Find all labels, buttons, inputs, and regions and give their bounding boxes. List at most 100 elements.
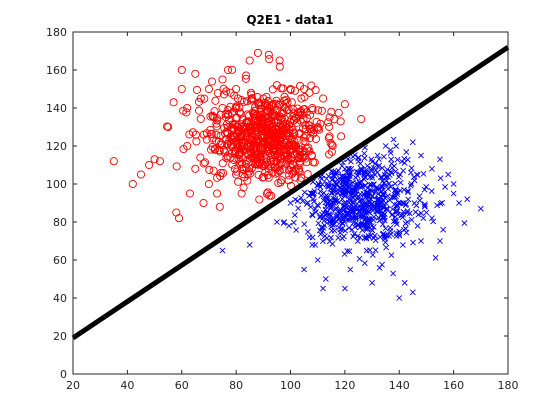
data-point-cross xyxy=(346,171,353,178)
data-point-circle xyxy=(263,160,273,169)
data-point-cross xyxy=(317,231,324,238)
data-point-circle xyxy=(269,112,278,121)
data-point-cross xyxy=(362,182,368,189)
data-point-circle xyxy=(297,173,306,182)
data-point-cross xyxy=(330,195,337,202)
data-point-cross xyxy=(371,213,377,220)
data-point-cross xyxy=(342,182,349,189)
data-point-cross xyxy=(328,212,335,219)
data-point-cross xyxy=(318,192,325,199)
data-point-cross xyxy=(287,200,294,206)
data-point-cross xyxy=(420,170,427,177)
data-point-cross xyxy=(328,189,335,196)
data-point-circle xyxy=(269,159,278,168)
data-point-cross xyxy=(439,199,445,206)
data-point-cross xyxy=(423,183,430,190)
data-point-cross xyxy=(317,184,324,191)
data-point-circle xyxy=(275,56,284,65)
data-point-cross xyxy=(437,156,443,163)
data-point-circle xyxy=(294,108,303,117)
data-point-cross xyxy=(375,156,382,163)
data-point-cross xyxy=(402,220,409,227)
data-point-cross xyxy=(356,255,363,262)
data-point-circle xyxy=(215,202,224,211)
data-point-cross xyxy=(315,220,322,227)
data-point-cross xyxy=(367,218,373,225)
data-point-circle xyxy=(238,115,247,124)
data-point-circle xyxy=(248,144,257,153)
data-point-circle xyxy=(223,65,233,75)
data-point-cross xyxy=(404,156,411,163)
data-point-cross xyxy=(375,200,382,206)
data-point-cross xyxy=(346,196,353,203)
data-point-circle xyxy=(302,108,311,117)
data-point-circle xyxy=(208,134,217,143)
data-point-circle xyxy=(235,149,245,158)
data-point-cross xyxy=(309,211,316,218)
data-point-circle xyxy=(150,155,159,164)
data-point-cross xyxy=(301,266,308,273)
data-point-cross xyxy=(334,214,341,221)
data-point-cross xyxy=(392,180,399,187)
data-point-cross xyxy=(328,168,335,175)
data-point-circle xyxy=(271,138,280,147)
data-point-circle xyxy=(155,157,165,166)
data-point-cross xyxy=(414,222,421,229)
data-point-cross xyxy=(369,279,376,286)
data-point-cross xyxy=(381,236,388,242)
data-point-circle xyxy=(191,164,200,173)
data-point-cross xyxy=(392,168,399,175)
data-point-circle xyxy=(236,159,245,168)
data-point-cross xyxy=(418,152,424,159)
data-point-cross xyxy=(409,289,416,296)
data-point-circle xyxy=(208,111,217,120)
data-point-cross xyxy=(437,200,444,207)
data-point-cross xyxy=(377,203,384,210)
data-point-cross xyxy=(327,183,334,190)
data-point-cross xyxy=(350,190,357,197)
y-tick-label: 120 xyxy=(46,140,67,153)
data-point-cross xyxy=(330,175,336,182)
data-point-cross xyxy=(298,194,304,201)
data-point-cross xyxy=(326,238,333,245)
data-point-cross xyxy=(407,182,414,189)
data-point-circle xyxy=(258,173,267,182)
data-point-cross xyxy=(359,219,366,226)
data-point-cross xyxy=(346,224,353,231)
data-point-cross xyxy=(357,198,363,205)
data-point-cross xyxy=(361,260,368,267)
data-point-cross xyxy=(328,234,334,241)
data-point-circle xyxy=(196,114,205,123)
data-point-cross xyxy=(428,215,435,222)
data-point-cross xyxy=(339,225,346,232)
data-point-cross xyxy=(423,209,430,216)
data-point-circle xyxy=(290,86,300,95)
data-point-circle xyxy=(219,90,229,99)
data-point-cross xyxy=(392,193,399,200)
data-point-cross xyxy=(374,152,381,159)
data-point-cross xyxy=(325,183,332,190)
data-point-cross xyxy=(391,201,398,208)
data-point-circle xyxy=(237,189,246,198)
data-point-circle xyxy=(265,145,274,154)
data-point-circle xyxy=(234,150,243,159)
data-point-cross xyxy=(333,217,340,224)
data-point-circle xyxy=(228,120,237,129)
data-point-cross xyxy=(384,166,391,173)
data-point-cross xyxy=(322,212,329,219)
data-point-cross xyxy=(347,158,354,165)
data-point-circle xyxy=(292,118,301,127)
data-point-circle xyxy=(307,81,316,90)
data-point-cross xyxy=(411,177,418,184)
data-point-cross xyxy=(361,155,368,162)
y-tick-label: 60 xyxy=(53,254,67,267)
data-point-cross xyxy=(377,234,384,240)
data-point-cross xyxy=(393,143,400,150)
data-point-circle xyxy=(199,159,208,168)
data-point-cross xyxy=(388,212,395,218)
data-point-circle xyxy=(299,133,308,142)
data-point-circle xyxy=(305,147,314,156)
data-point-circle xyxy=(136,170,146,179)
data-point-cross xyxy=(382,195,388,201)
data-point-circle xyxy=(302,113,311,123)
